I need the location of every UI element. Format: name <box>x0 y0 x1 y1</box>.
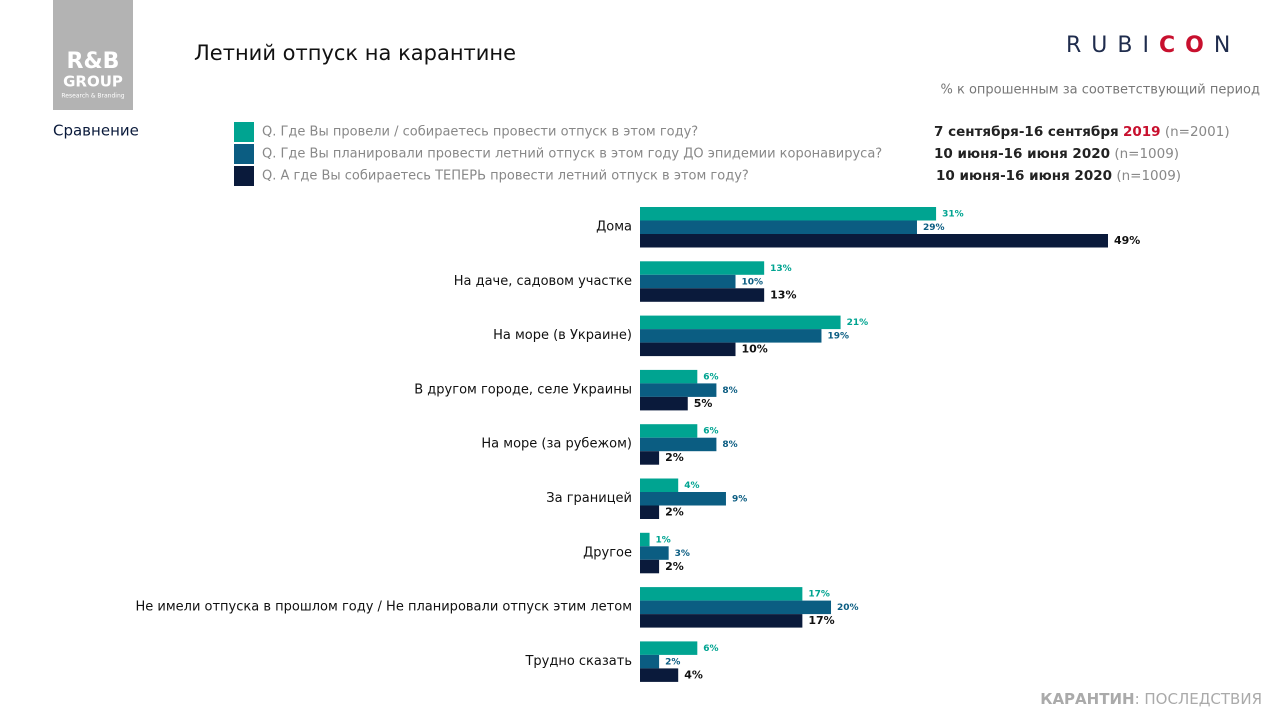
bar <box>640 451 660 465</box>
section: Сравнение <box>53 122 139 140</box>
sample-size: (n=1009) <box>1114 146 1179 162</box>
bar <box>640 532 650 547</box>
value-label: 17% <box>808 590 830 600</box>
period: 7 сентября-16 сентября <box>934 124 1119 140</box>
legend-label: Q. Где Вы провели / собираетесь провести… <box>262 125 698 140</box>
value-label: 49% <box>1114 234 1140 247</box>
value-label: 6% <box>703 427 718 437</box>
category-label: Не имели отпуска в прошлом году / Не пла… <box>135 600 632 615</box>
bar <box>640 261 765 275</box>
bar <box>640 220 917 234</box>
title: Летний отпуск на карантине <box>194 41 516 65</box>
bar <box>640 478 679 492</box>
value-label: 20% <box>837 603 859 613</box>
category-label: Дома <box>596 220 632 235</box>
category-label: В другом городе, селе Украины <box>414 382 632 397</box>
footer-rest: : ПОСЛЕДСТВИЯ <box>1135 690 1262 708</box>
category-label: Другое <box>583 545 632 560</box>
bar <box>640 505 660 519</box>
value-label: 2% <box>665 451 684 464</box>
value-label: 2% <box>665 506 684 519</box>
category-label: За границей <box>546 491 632 506</box>
logo-box <box>53 0 133 110</box>
bar <box>640 559 660 574</box>
period: 10 июня-16 июня 2020 <box>936 168 1112 184</box>
logo-text: R&B <box>67 49 120 74</box>
bar <box>640 614 803 628</box>
value-label: 8% <box>722 440 737 450</box>
bar <box>640 342 736 357</box>
category-label: Трудно сказать <box>524 654 632 669</box>
logo-part: N <box>1214 33 1240 58</box>
value-label: 6% <box>703 644 718 654</box>
value-label: 10% <box>742 343 768 356</box>
legend-swatch <box>234 122 254 142</box>
value-label: 5% <box>694 397 713 410</box>
legend-period: 7 сентября-16 сентября 2019 (n=2001) <box>934 124 1230 140</box>
bar <box>640 207 937 221</box>
legend-label: Q. А где Вы собираетесь ТЕПЕРЬ провести … <box>262 169 749 184</box>
footer-bold: КАРАНТИН <box>1040 690 1134 708</box>
bar <box>640 546 669 560</box>
value-label: 9% <box>732 495 747 505</box>
bar <box>640 315 841 330</box>
value-label: 29% <box>923 223 945 233</box>
bar <box>640 587 803 601</box>
value-label: 6% <box>703 372 718 382</box>
legend-swatch <box>234 166 254 186</box>
bar <box>640 668 679 682</box>
value-label: 2% <box>665 657 680 667</box>
value-label: 19% <box>827 332 849 342</box>
subtitle: % к опрошенным за соответствующий период <box>940 83 1260 98</box>
legend-period: 10 июня-16 июня 2020 (n=1009) <box>936 168 1181 184</box>
bar <box>640 396 688 411</box>
value-label: 17% <box>808 614 834 627</box>
bar <box>640 641 698 655</box>
category-label: На море (в Украине) <box>493 328 632 343</box>
value-label: 8% <box>722 386 737 396</box>
bar <box>640 437 717 452</box>
sample-size: (n=1009) <box>1116 168 1181 184</box>
value-label: 4% <box>684 481 699 491</box>
legend-period: 10 июня-16 июня 2020 (n=1009) <box>934 146 1179 162</box>
value-label: 31% <box>942 210 964 220</box>
category-label: На море (за рубежом) <box>481 437 632 452</box>
logo-part: RUBI <box>1066 33 1159 58</box>
value-label: 13% <box>770 264 792 274</box>
sample-size: (n=2001) <box>1165 124 1230 140</box>
legend-swatch <box>234 144 254 164</box>
value-label: 13% <box>770 288 796 301</box>
bar <box>640 274 736 289</box>
bar <box>640 492 726 506</box>
bar <box>640 369 698 384</box>
value-label: 3% <box>675 549 690 559</box>
value-label: 21% <box>847 318 869 328</box>
value-label: 10% <box>742 277 764 287</box>
bar <box>640 654 660 669</box>
bar <box>640 234 1108 248</box>
value-label: 4% <box>684 668 703 681</box>
category-label: На даче, садовом участке <box>454 274 632 289</box>
bar <box>640 424 698 438</box>
logo-part: CO <box>1159 33 1214 58</box>
period-year: 2019 <box>1123 124 1161 140</box>
legend-label: Q. Где Вы планировали провести летний от… <box>262 147 882 162</box>
footer: КАРАНТИН: ПОСЛЕДСТВИЯ <box>1040 690 1262 708</box>
bar <box>640 600 832 615</box>
bar <box>640 329 822 343</box>
bar <box>640 383 717 397</box>
value-label: 1% <box>656 535 671 545</box>
logo-text: GROUP <box>63 73 123 91</box>
bar <box>640 288 765 302</box>
logo-text: Research & Branding <box>61 93 124 100</box>
value-label: 2% <box>665 560 684 573</box>
period: 10 июня-16 июня 2020 <box>934 146 1110 162</box>
logo-rubicon: RUBICON <box>1066 33 1240 58</box>
